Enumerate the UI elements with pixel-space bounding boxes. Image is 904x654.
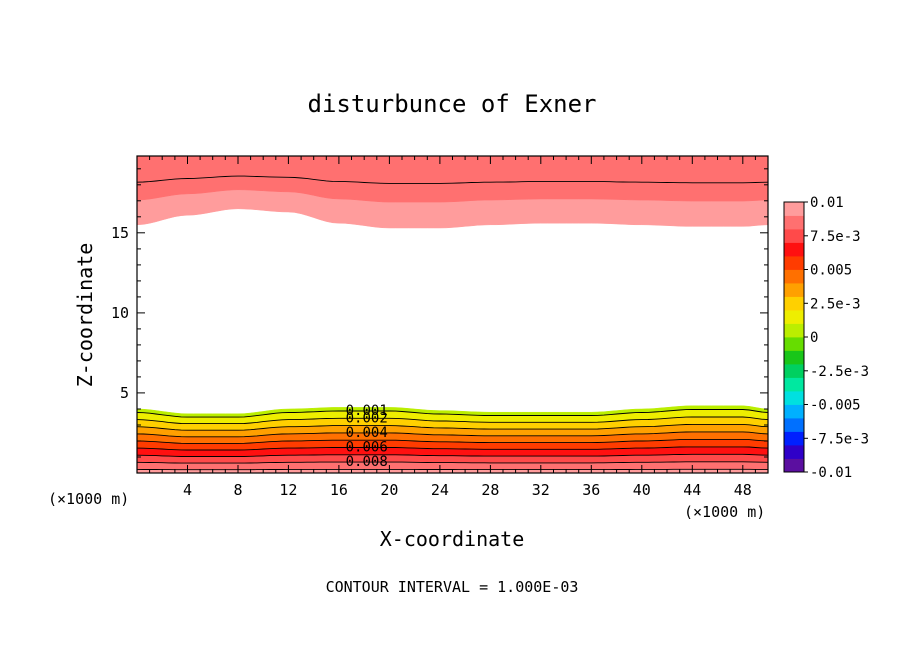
contour-label: 0.001 xyxy=(346,403,388,419)
colorbar-segment xyxy=(784,404,804,419)
x-unit-left: (×1000 m) xyxy=(48,490,129,508)
colorbar-segment xyxy=(784,215,804,230)
colorbar-label: -2.5e-3 xyxy=(810,364,869,380)
y-tick-label: 10 xyxy=(111,304,129,322)
colorbar: 0.01 7.5e-3 0.005 2.5e-3 0 -2.5e-3 -0.005 -7.5e… xyxy=(783,195,869,481)
x-tick-label: 8 xyxy=(233,481,242,499)
y-axis-ticks: 5 10 15 xyxy=(111,168,768,458)
contour-label: 0.006 xyxy=(346,440,388,456)
colorbar-segment xyxy=(784,364,804,378)
contour-line xyxy=(137,461,768,464)
colorbar-segment xyxy=(784,458,804,473)
contour-fill-layer xyxy=(137,156,768,473)
colorbar-label: -7.5e-3 xyxy=(810,431,869,447)
x-tick-label: 28 xyxy=(481,481,499,499)
y-tick-label: 15 xyxy=(111,224,129,242)
contour-line xyxy=(137,431,768,438)
contour-label: 0.002 xyxy=(346,410,388,426)
colorbar-segment xyxy=(784,445,804,459)
y-axis-label: Z-coordinate xyxy=(73,243,97,388)
colorbar-segment xyxy=(784,431,804,446)
contour-line xyxy=(137,446,768,451)
x-tick-label: 4 xyxy=(183,481,192,499)
colorbar-label: 7.5e-3 xyxy=(810,229,861,245)
x-unit-right: (×1000 m) xyxy=(684,503,765,521)
colorbar-segment xyxy=(784,310,804,324)
colorbar-segment xyxy=(784,296,804,311)
colorbar-segment xyxy=(784,418,804,432)
colorbar-label: 0.01 xyxy=(810,195,844,211)
x-tick-label: 44 xyxy=(683,481,701,499)
x-tick-label: 32 xyxy=(532,481,550,499)
contour-line xyxy=(137,453,768,457)
contour-line xyxy=(137,438,768,444)
x-axis-label: X-coordinate xyxy=(380,527,525,551)
colorbar-label: 2.5e-3 xyxy=(810,296,861,312)
contour-label: 0.008 xyxy=(346,454,388,470)
contour-line xyxy=(137,175,768,184)
x-tick-label: 12 xyxy=(279,481,297,499)
colorbar-segment xyxy=(784,391,804,405)
contour-interval-note: CONTOUR INTERVAL = 1.000E-03 xyxy=(326,578,579,596)
colorbar-segment xyxy=(784,229,804,243)
colorbar-label: -0.005 xyxy=(810,398,861,414)
chart-title: disturbunce of Exner xyxy=(308,90,597,118)
contour-label: 0.004 xyxy=(346,425,388,441)
x-tick-label: 40 xyxy=(633,481,651,499)
x-tick-label: 20 xyxy=(380,481,398,499)
colorbar-segment xyxy=(784,350,804,365)
colorbar-segment xyxy=(784,337,804,351)
x-tick-label: 24 xyxy=(431,481,449,499)
colorbar-segment xyxy=(784,323,804,338)
x-tick-label: 36 xyxy=(582,481,600,499)
colorbar-segment xyxy=(784,283,804,297)
colorbar-label: 0 xyxy=(810,330,818,346)
x-tick-label: 16 xyxy=(330,481,348,499)
contour-line xyxy=(137,423,768,431)
contour-line xyxy=(137,416,768,425)
colorbar-segment xyxy=(784,377,804,392)
colorbar-segment xyxy=(784,269,804,284)
colorbar-segment xyxy=(784,256,804,270)
contour-line-layer xyxy=(137,175,768,471)
colorbar-segment xyxy=(784,202,804,216)
contour-line xyxy=(137,409,768,418)
colorbar-label: -0.01 xyxy=(810,465,852,481)
x-axis-ticks: 4 8 12 16 20 24 28 32 36 40 44 48 xyxy=(149,156,756,499)
y-tick-label: 5 xyxy=(120,384,129,402)
colorbar-label: 0.005 xyxy=(810,263,852,279)
colorbar-segment xyxy=(784,242,804,257)
x-tick-label: 48 xyxy=(734,481,752,499)
